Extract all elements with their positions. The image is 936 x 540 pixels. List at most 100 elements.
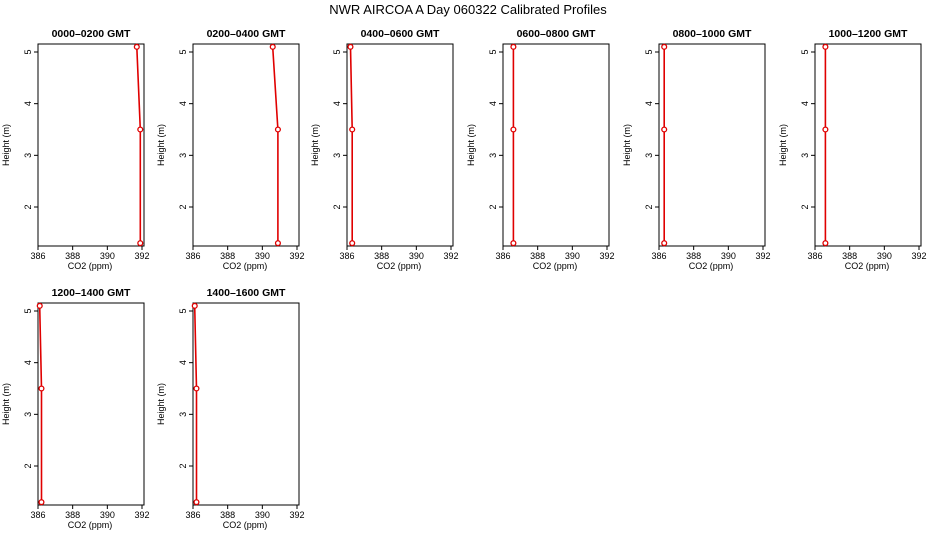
x-tick-label: 386 [339,251,354,261]
panel-title: 1200–1400 GMT [52,287,131,299]
profile-point [822,240,829,247]
profile-point [510,126,517,133]
x-tick-label: 388 [220,510,235,520]
x-tick-label: 386 [185,510,200,520]
y-tick-label: 4 [23,101,33,106]
x-tick-label: 386 [30,251,45,261]
x-tick-label: 392 [134,251,149,261]
y-tick-label: 2 [332,204,342,209]
profile-point [349,126,356,133]
y-tick-label: 3 [800,153,810,158]
y-axis-label: Height (m) [778,124,788,166]
y-tick-label: 3 [488,153,498,158]
y-tick-label: 5 [23,308,33,313]
profile-line [38,305,43,503]
y-tick-label: 2 [488,204,498,209]
x-tick-label: 390 [100,251,115,261]
panel-title: 0200–0400 GMT [207,28,286,40]
profile-point [347,43,354,50]
chart-panel: 1400–1600 GMT 386 388 390 392 2 3 4 5 CO2 (ppm) He… [156,287,305,530]
x-tick-label: 388 [374,251,389,261]
x-tick-label: 390 [721,251,736,261]
chart-panel: 0800–1000 GMT 386 388 390 392 2 3 4 5 CO2 (ppm) He… [622,28,771,271]
profile-point [274,126,281,133]
plot-frame [192,43,300,247]
x-tick-label: 390 [565,251,580,261]
profile-point [349,240,356,247]
y-tick-label: 3 [23,412,33,417]
y-tick-label: 5 [23,49,33,54]
x-tick-label: 392 [443,251,458,261]
x-axis-label: CO2 (ppm) [68,261,113,271]
profile-point [38,385,45,392]
panel-title: 1400–1600 GMT [207,287,286,299]
x-axis-label: CO2 (ppm) [377,261,422,271]
x-tick-label: 386 [807,251,822,261]
x-axis-label: CO2 (ppm) [533,261,578,271]
x-axis-label: CO2 (ppm) [845,261,890,271]
profile-point [274,240,281,247]
profile-point [822,43,829,50]
y-tick-label: 5 [178,308,188,313]
x-tick-label: 392 [755,251,770,261]
x-tick-label: 392 [134,510,149,520]
y-axis-label: Height (m) [156,124,166,166]
y-axis-label: Height (m) [156,383,166,425]
x-tick-label: 392 [599,251,614,261]
profile-point [510,43,517,50]
chart-panel: 1200–1400 GMT 386 388 390 392 2 3 4 5 CO2 (ppm) He… [1,287,150,530]
plot-frame [37,43,145,247]
x-tick-label: 388 [686,251,701,261]
x-tick-label: 392 [289,251,304,261]
panel-title: 1000–1200 GMT [829,28,908,40]
y-tick-label: 3 [178,412,188,417]
profile-line [271,46,279,244]
x-tick-label: 388 [65,510,80,520]
profile-point [193,385,200,392]
y-tick-label: 4 [644,101,654,106]
x-tick-label: 390 [100,510,115,520]
chart-panel: 0200–0400 GMT 386 388 390 392 2 3 4 5 CO2 (ppm) He… [156,28,305,271]
profile-line [193,305,198,503]
plot-frame [192,302,300,506]
x-tick-label: 390 [255,251,270,261]
y-tick-label: 5 [332,49,342,54]
y-axis-label: Height (m) [1,124,11,166]
y-tick-label: 4 [178,360,188,365]
profile-point [36,302,43,309]
y-axis-label: Height (m) [1,383,11,425]
x-tick-label: 392 [911,251,926,261]
profile-point [193,499,200,506]
profile-point [510,240,517,247]
y-tick-label: 5 [800,49,810,54]
chart-panel: 0000–0200 GMT 386 388 390 392 2 3 4 5 CO2 (ppm) He… [1,28,150,271]
x-tick-label: 388 [220,251,235,261]
y-tick-label: 4 [332,101,342,106]
profile-line [349,46,354,244]
panel-title: 0800–1000 GMT [673,28,752,40]
x-axis-label: CO2 (ppm) [689,261,734,271]
plot-frame [346,43,454,247]
profile-point [661,43,668,50]
chart-panel: 0600–0800 GMT 386 388 390 392 2 3 4 5 CO2 (ppm) He… [466,28,615,271]
y-tick-label: 2 [23,463,33,468]
y-axis-label: Height (m) [622,124,632,166]
profile-point [822,126,829,133]
x-tick-label: 392 [289,510,304,520]
y-tick-label: 2 [800,204,810,209]
profile-point [191,302,198,309]
x-tick-label: 388 [530,251,545,261]
plot-frame [658,43,766,247]
y-tick-label: 3 [178,153,188,158]
y-tick-label: 4 [800,101,810,106]
plot-frame [814,43,922,247]
plot-frame [37,302,145,506]
x-tick-label: 388 [65,251,80,261]
page-title: NWR AIRCOA A Day 060322 Calibrated Profi… [329,2,607,17]
x-axis-label: CO2 (ppm) [223,520,268,530]
x-tick-label: 390 [409,251,424,261]
y-tick-label: 5 [178,49,188,54]
x-tick-label: 386 [185,251,200,261]
y-tick-label: 3 [332,153,342,158]
